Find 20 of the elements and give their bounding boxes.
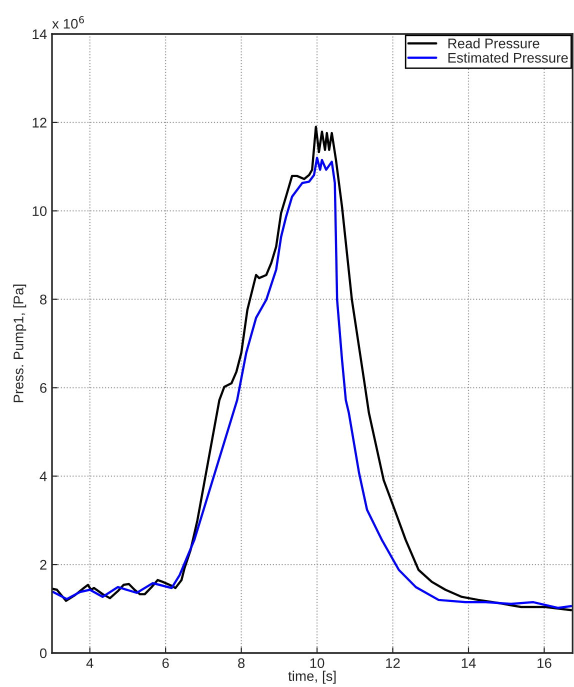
y-tick-label: 4 <box>40 472 47 482</box>
y-tick-label: 10 <box>32 206 47 216</box>
x-tick-label: 14 <box>462 658 476 668</box>
x-tick-label: 4 <box>86 658 94 668</box>
y-axis-title: Press. Pump1, [Pa] <box>13 284 26 402</box>
x-tick-label: 6 <box>162 658 169 668</box>
y-tick-label: 2 <box>40 560 46 570</box>
y-tick-label: 14 <box>32 29 47 40</box>
y-tick-label: 8 <box>40 294 47 304</box>
x-tick-label: 16 <box>538 658 552 668</box>
text: x 10$^{6}$ <box>52 16 84 29</box>
legend-label: Estimated Pressure <box>448 52 568 63</box>
x-tick-label: 12 <box>386 658 400 668</box>
x-axis-title: time, [s] <box>288 670 336 684</box>
y-tick-label: 12 <box>32 118 46 128</box>
y-tick-label: 6 <box>40 383 47 393</box>
x-tick-label: 10 <box>310 658 324 668</box>
x-tick-label: 8 <box>238 658 245 668</box>
y-tick-label: 0 <box>40 648 47 658</box>
legend-label: Read Pressure <box>448 38 540 48</box>
